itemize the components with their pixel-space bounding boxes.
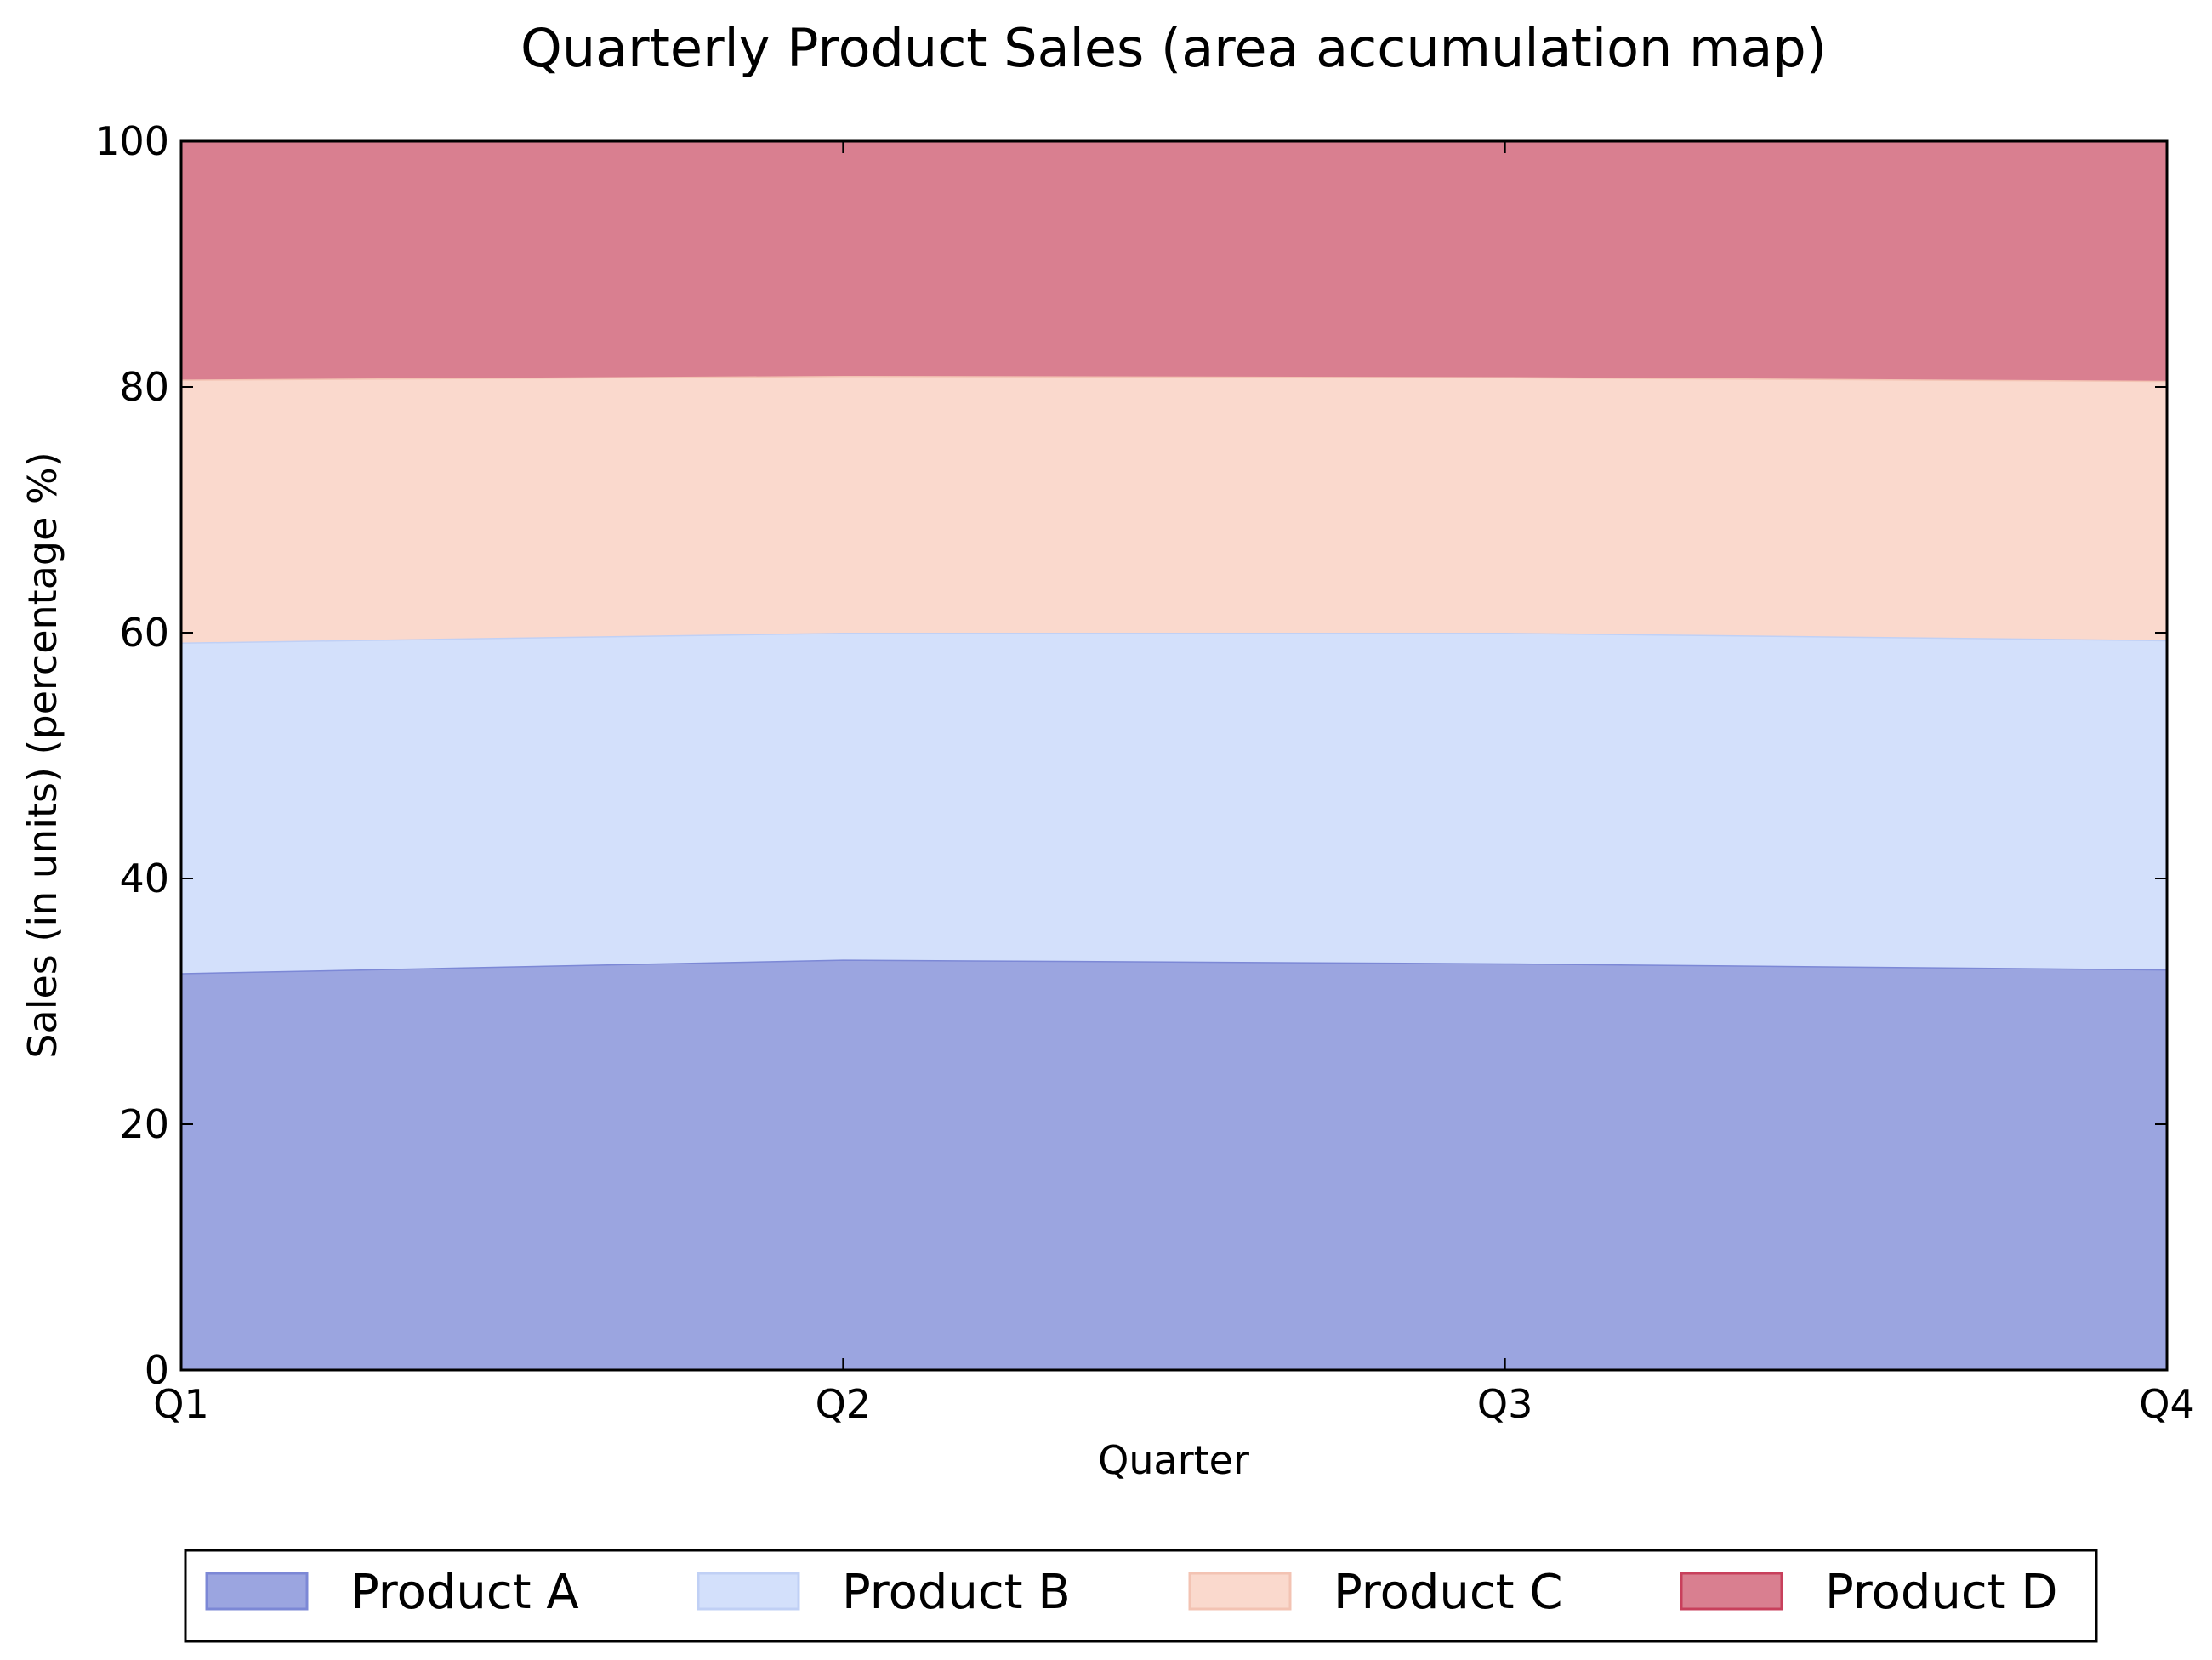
legend-swatch xyxy=(1680,1572,1783,1611)
area-series-1 xyxy=(181,959,2167,1370)
x-tick-label: Q1 xyxy=(153,1381,208,1427)
legend-label: Product D xyxy=(1825,1565,2058,1620)
legend-items: Product A Product B Product C Product D xyxy=(205,1565,2058,1620)
y-tick-label: 20 xyxy=(119,1101,169,1147)
x-tick-label: Q2 xyxy=(816,1381,871,1427)
x-tick-label: Q3 xyxy=(1477,1381,1532,1427)
legend-label: Product B xyxy=(842,1565,1071,1620)
legend-swatch xyxy=(205,1572,309,1611)
area-series-4 xyxy=(181,141,2167,381)
x-axis-label: Quarter xyxy=(1098,1437,1249,1483)
area-series-3 xyxy=(181,375,2167,643)
x-tick-label: Q4 xyxy=(2139,1381,2194,1427)
legend-swatch xyxy=(697,1572,800,1611)
y-tick-label: 60 xyxy=(119,610,169,656)
ticks-layer: 0 20 40 60 80 100 Q1 Q2 Q3 Q4 xyxy=(94,118,2195,1427)
legend: Product A Product B Product C Product D xyxy=(184,1549,2098,1643)
legend-swatch xyxy=(1188,1572,1292,1611)
legend-label: Product A xyxy=(350,1565,579,1620)
y-tick-label: 40 xyxy=(119,856,169,901)
areas-layer xyxy=(180,139,2168,1370)
chart-title: Quarterly Product Sales (area accumulati… xyxy=(520,17,1827,79)
y-tick-label: 80 xyxy=(119,364,169,410)
area-series-2 xyxy=(181,633,2167,974)
y-axis-label: Sales (in units) (percentage %) xyxy=(20,452,65,1058)
plot-frame xyxy=(179,139,2169,1372)
y-tick-label: 100 xyxy=(94,118,169,164)
legend-label: Product C xyxy=(1333,1565,1563,1620)
y-tick-label: 0 xyxy=(145,1347,169,1393)
